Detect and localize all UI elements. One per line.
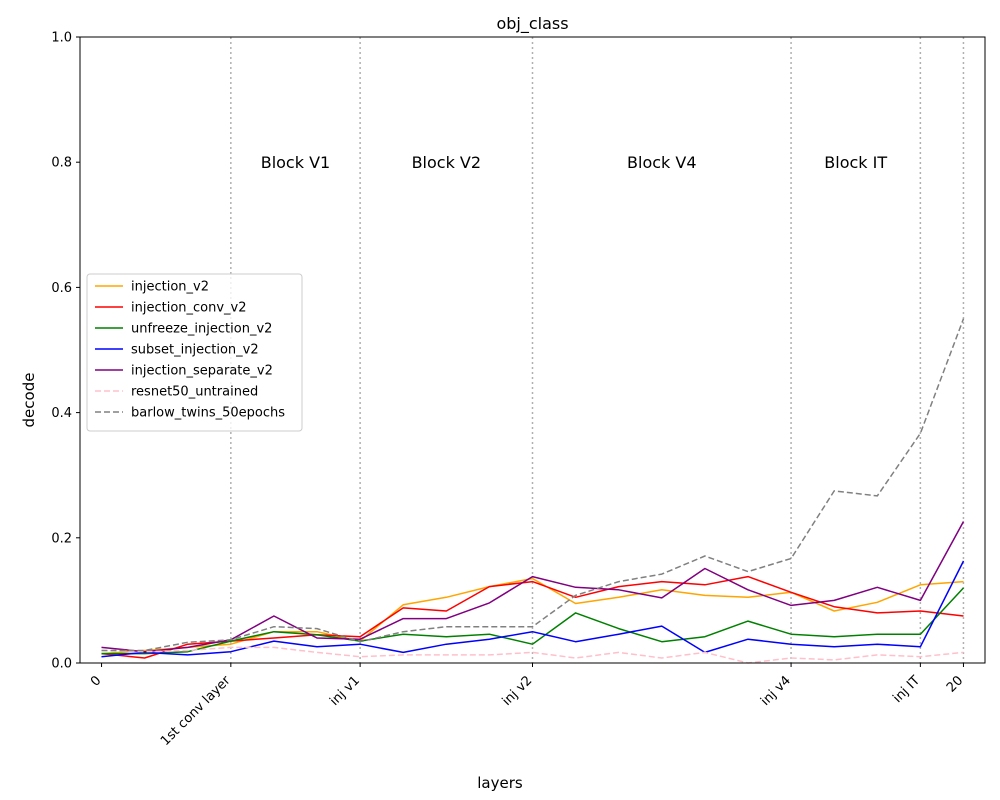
y-tick-label: 0.2 <box>51 531 72 546</box>
block-label: Block V1 <box>261 153 330 172</box>
series-line-barlow_twins_50epochs <box>101 318 965 652</box>
series-line-resnet50_untrained <box>101 646 964 664</box>
legend-label-injection_conv_v2: injection_conv_v2 <box>131 301 247 316</box>
series-lines <box>101 318 965 664</box>
series-line-subset_injection_v2 <box>101 560 965 658</box>
y-axis-label: decode <box>20 373 38 428</box>
y-tick-label: 0.8 <box>51 156 72 171</box>
legend-label-injection_v2: injection_v2 <box>131 280 209 295</box>
y-ticks: 0.0 0.2 0.4 0.6 0.8 1.0 <box>51 31 80 672</box>
legend-box <box>86 273 303 432</box>
legend-label-resnet50_untrained: resnet50_untrained <box>131 385 258 400</box>
x-axis-label: layers <box>477 774 523 792</box>
block-label: Block V4 <box>627 153 696 172</box>
chart-title: obj_class <box>496 14 568 34</box>
y-tick-label: 1.0 <box>51 31 72 46</box>
vertical-lines <box>230 37 965 663</box>
block-label: Block V2 <box>412 153 481 172</box>
block-label: Block IT <box>824 153 887 172</box>
legend-label-subset_injection_v2: subset_injection_v2 <box>131 343 259 358</box>
y-tick-label: 0.6 <box>51 281 72 296</box>
legend: injection_v2 injection_conv_v2 unfreeze_in… <box>86 273 303 432</box>
legend-label-barlow_twins_50epochs: barlow_twins_50epochs <box>131 406 285 421</box>
y-tick-label: 0.4 <box>51 406 72 421</box>
legend-label-unfreeze_injection_v2: unfreeze_injection_v2 <box>131 322 272 337</box>
legend-label-injection_separate_v2: injection_separate_v2 <box>131 364 273 379</box>
block-labels: Block V1 Block V2 Block V4 Block IT <box>261 153 888 172</box>
y-tick-label: 0.0 <box>51 657 72 672</box>
series-line-unfreeze_injection_v2 <box>101 587 965 655</box>
series-line-injection_separate_v2 <box>101 521 965 653</box>
